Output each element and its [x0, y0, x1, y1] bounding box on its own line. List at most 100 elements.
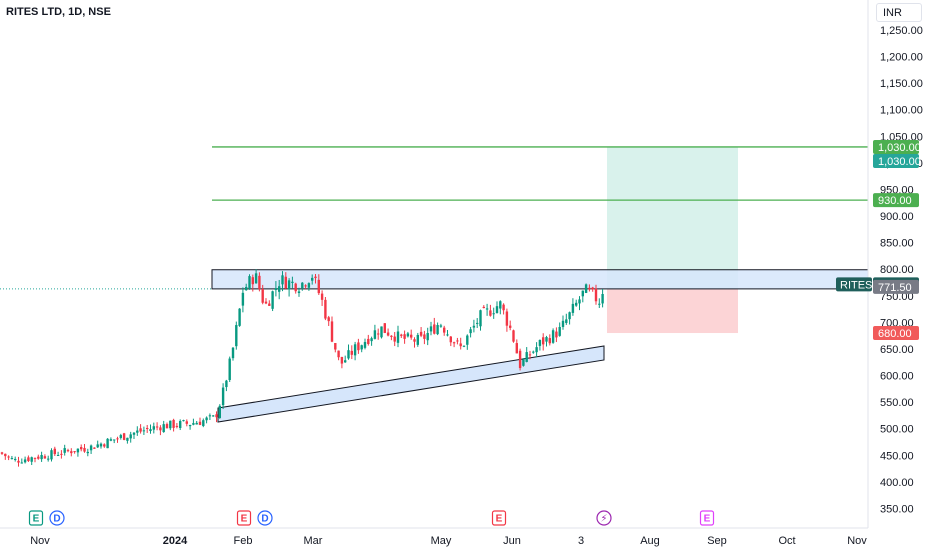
time-tick-label: Sep [707, 535, 727, 547]
candle [459, 337, 462, 350]
price-tick-label: 1,100.00 [880, 105, 923, 117]
candle [23, 456, 27, 464]
candle [136, 426, 139, 436]
candle [294, 282, 297, 294]
candle [472, 319, 476, 333]
candle [37, 454, 40, 460]
candle [116, 436, 119, 443]
candle [383, 323, 386, 334]
candle [17, 456, 20, 467]
candle [33, 457, 37, 463]
stop-zone[interactable] [607, 288, 738, 334]
candle [235, 321, 238, 350]
event-marker[interactable]: E [28, 510, 44, 526]
candle [221, 383, 225, 410]
candle [598, 298, 601, 308]
candle [446, 329, 449, 337]
time-tick-label: Oct [778, 535, 795, 547]
candle [188, 424, 192, 430]
candle [485, 303, 489, 316]
candle [370, 336, 373, 346]
candle [254, 269, 258, 284]
candle [413, 337, 416, 348]
candle [433, 317, 436, 335]
candle [248, 274, 251, 290]
resistance-zone[interactable] [211, 269, 869, 290]
candle [142, 426, 146, 435]
candle [327, 315, 330, 326]
candle [113, 439, 116, 444]
candle [268, 300, 271, 306]
candle [509, 320, 512, 331]
price-tick-label: 550.00 [880, 397, 914, 409]
symbol-title[interactable]: RITES LTD, 1D, NSE [6, 6, 111, 18]
price-axis[interactable]: 1,250.001,200.001,150.001,100.001,050.00… [880, 25, 923, 515]
event-marker-letter: E [496, 514, 503, 525]
event-marker[interactable]: D [257, 510, 273, 526]
candle [334, 343, 337, 353]
price-tick-label: 1,250.00 [880, 25, 923, 37]
candle [50, 448, 53, 462]
candle [215, 411, 218, 423]
candle [179, 419, 182, 431]
candle [555, 327, 558, 343]
candle [271, 290, 274, 312]
candle [363, 338, 367, 350]
candle [403, 330, 406, 344]
candle [568, 311, 571, 325]
candle [307, 282, 311, 291]
candle [231, 347, 235, 361]
candle [132, 432, 136, 439]
candle [591, 286, 594, 292]
candle [27, 455, 30, 462]
candlestick-series [0, 269, 604, 467]
candle [518, 348, 522, 371]
candle [96, 440, 99, 448]
time-tick-label: Aug [640, 535, 660, 547]
candle [390, 335, 393, 341]
candle [43, 454, 47, 459]
event-marker[interactable]: ⚡ [596, 510, 612, 526]
candle [109, 437, 113, 442]
candle [443, 325, 446, 336]
target-zone[interactable] [607, 146, 738, 289]
support-channel[interactable] [217, 345, 605, 423]
candle [584, 283, 588, 294]
candle [528, 350, 532, 360]
candle [558, 322, 561, 337]
candle [419, 327, 423, 338]
event-marker[interactable]: D [49, 510, 65, 526]
event-marker[interactable]: E [699, 510, 715, 526]
candle [4, 453, 7, 460]
currency-label[interactable]: INR [876, 3, 922, 22]
candle [284, 272, 287, 290]
candle [462, 345, 466, 348]
candle [469, 326, 472, 338]
event-marker[interactable]: E [491, 510, 507, 526]
candle [499, 300, 502, 315]
candle [479, 309, 482, 331]
price-tag: 680.00 [873, 326, 919, 341]
candle [535, 342, 538, 357]
drawing-lines [0, 146, 868, 290]
event-markers[interactable]: E D E D E ⚡ E [28, 510, 715, 526]
candle [238, 308, 241, 327]
price-tag-label: 930.00 [878, 195, 912, 207]
candle [291, 276, 294, 289]
price-tag-label: 1,030.00 [878, 142, 921, 154]
candle [476, 318, 479, 329]
candle [340, 356, 344, 369]
candle [324, 296, 327, 321]
candle [152, 422, 155, 434]
candle [47, 455, 50, 462]
candle [205, 416, 208, 424]
candle [119, 433, 122, 440]
time-axis[interactable]: Nov 2024 Feb Mar May Jun 3 Aug Sep Oct Nov [30, 535, 867, 547]
event-marker[interactable]: E [236, 510, 252, 526]
candle [122, 432, 126, 441]
candle [208, 413, 212, 421]
candle [287, 278, 291, 297]
candle [456, 337, 459, 345]
candle [53, 446, 56, 456]
